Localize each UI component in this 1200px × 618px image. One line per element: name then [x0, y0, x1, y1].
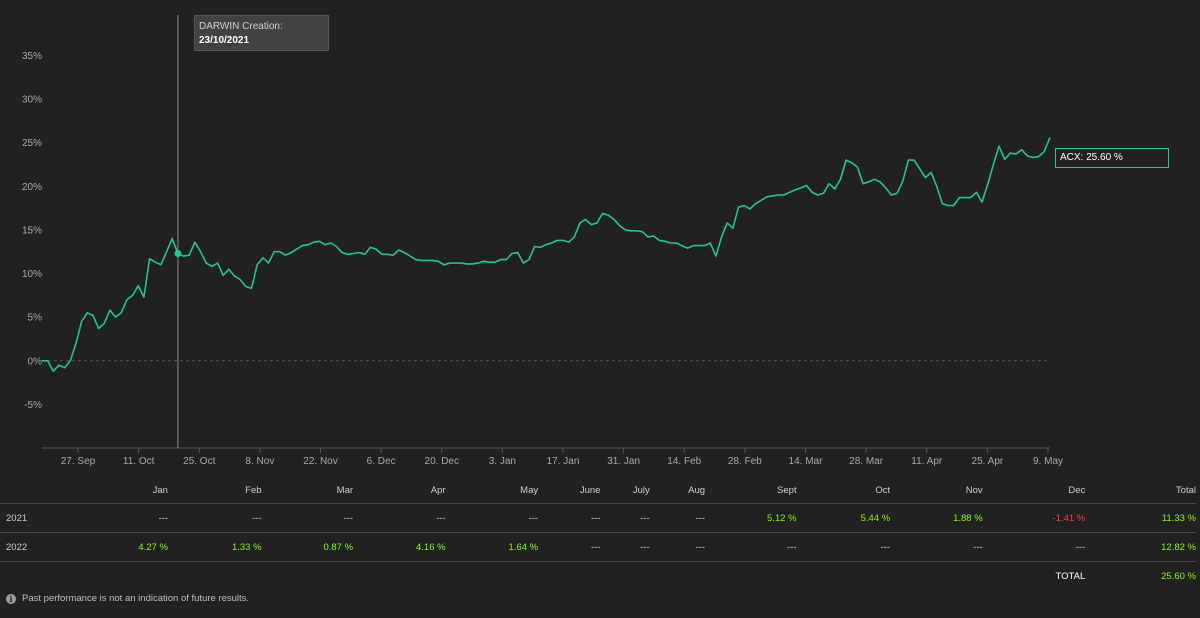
x-tick-label: 28. Mar [849, 456, 884, 467]
table-cell: 11.33 % [1161, 512, 1196, 524]
y-tick-label: 30% [22, 95, 42, 106]
x-tick-label: 14. Feb [667, 456, 701, 467]
table-cell: --- [590, 512, 601, 524]
table-cell: 5.44 % [860, 512, 891, 524]
table-cell: --- [528, 512, 539, 524]
col-header: Apr [430, 485, 446, 496]
x-tick-label: 31. Jan [607, 456, 640, 467]
table-cell: --- [252, 512, 262, 524]
table-cell: --- [695, 541, 706, 553]
y-tick-label: 10% [22, 269, 42, 280]
table-cell: --- [880, 541, 891, 553]
x-tick-label: 20. Dec [425, 456, 459, 467]
y-tick-label: 35% [22, 51, 42, 62]
x-tick-label: 17. Jan [547, 456, 580, 467]
table-row: 2022 4.27 % 1.33 % 0.87 % 4.16 % 1.64 % … [0, 532, 1196, 562]
darwin-creation-point [174, 249, 182, 257]
info-icon: i [6, 593, 16, 604]
col-header: Nov [965, 485, 983, 496]
table-cell: --- [787, 541, 797, 553]
col-header: Total [1175, 485, 1196, 496]
y-tick-label: 20% [22, 182, 42, 193]
col-header: Mar [336, 485, 354, 496]
tooltip-label: DARWIN Creation: [199, 21, 283, 32]
x-tick-label: 14. Mar [789, 456, 824, 467]
table-cell: 4.27 % [138, 541, 168, 553]
col-header: Aug [688, 485, 706, 496]
x-tick-label: 25. Apr [972, 456, 1004, 467]
col-header: Oct [875, 485, 891, 496]
col-header: Sept [777, 485, 797, 496]
darwin-creation-tooltip: DARWIN Creation: 23/10/2021 [194, 15, 329, 51]
col-header: July [632, 485, 650, 496]
x-tick-label: 25. Oct [183, 456, 215, 467]
series-end-label: ACX: 25.60 % [1055, 148, 1169, 168]
x-tick-label: 22. Nov [303, 456, 337, 467]
col-header: May [520, 485, 539, 496]
total-value: 25.60 % [1161, 570, 1196, 582]
performance-chart: -5% 0% 5% 10% 15% 20% 25% 30% 35% 27. Sep 11. Oct… [22, 15, 1063, 467]
x-tick-label: 11. Apr [911, 456, 943, 467]
table-cell: --- [343, 512, 354, 524]
total-row: TOTAL 25.60 % [0, 561, 1196, 591]
y-tick-label: -5% [24, 400, 42, 411]
table-cell: -1.41 % [1052, 512, 1086, 524]
x-tick-label: 28. Feb [728, 456, 762, 467]
disclaimer: i Past performance is not an indication … [6, 593, 249, 604]
table-header-row: Jan Feb Mar Apr May June July Aug Sept O… [0, 478, 1196, 504]
y-axis: -5% 0% 5% 10% 15% 20% 25% 30% 35% [22, 51, 42, 411]
table-row: 2021 --- --- --- --- --- --- --- --- 5.1… [0, 503, 1196, 533]
y-tick-label: 0% [28, 356, 43, 367]
acx-series-line [42, 137, 1051, 372]
table-cell: 1.64 % [508, 541, 539, 553]
table-cell: --- [695, 512, 706, 524]
x-tick-label: 8. Nov [245, 456, 274, 467]
year-header [0, 478, 40, 504]
table-cell: 0.87 % [323, 541, 354, 553]
table-cell: --- [640, 512, 650, 524]
row-year: 2021 [6, 512, 28, 524]
col-header: June [579, 485, 601, 496]
table-cell: 5.12 % [767, 512, 797, 524]
table-cell: --- [158, 512, 168, 524]
x-tick-label: 27. Sep [61, 456, 96, 467]
x-tick-label: 9. May [1033, 456, 1063, 467]
table-cell: --- [973, 541, 983, 553]
table-cell: --- [436, 512, 446, 524]
total-label: TOTAL [1055, 570, 1086, 582]
col-header: Dec [1068, 485, 1086, 496]
x-tick-label: 6. Dec [367, 456, 396, 467]
table-cell: 4.16 % [416, 541, 446, 553]
table-cell: 1.88 % [953, 512, 983, 524]
table-cell: 1.33 % [231, 541, 262, 553]
col-header: Jan [152, 485, 168, 496]
y-tick-label: 5% [28, 313, 43, 324]
monthly-returns-table: Jan Feb Mar Apr May June July Aug Sept O… [0, 478, 1196, 590]
col-header: Feb [245, 485, 262, 496]
row-year: 2022 [6, 541, 28, 553]
table-cell: --- [640, 541, 650, 553]
x-axis: 27. Sep 11. Oct 25. Oct 8. Nov 22. Nov 6. Dec… [61, 448, 1063, 467]
x-tick-label: 11. Oct [123, 456, 155, 467]
table-cell: 12.82 % [1161, 541, 1196, 553]
x-tick-label: 3. Jan [489, 456, 516, 467]
disclaimer-text: Past performance is not an indication of… [22, 593, 250, 604]
y-tick-label: 15% [22, 225, 42, 236]
table-cell: --- [590, 541, 601, 553]
tooltip-date: 23/10/2021 [199, 35, 250, 46]
y-tick-label: 25% [22, 138, 42, 149]
table-cell: --- [1075, 541, 1086, 553]
